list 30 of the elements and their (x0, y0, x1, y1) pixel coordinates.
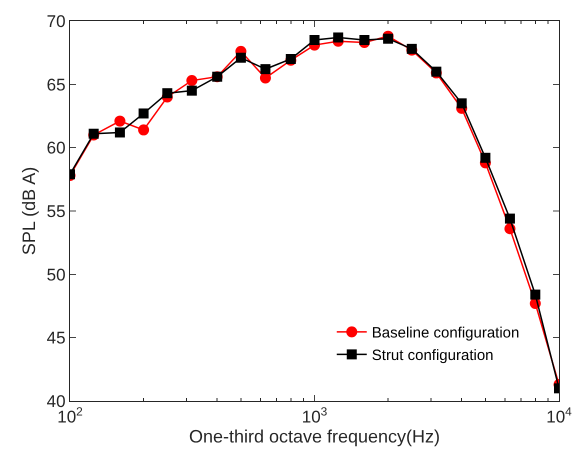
point (260, 72, 271, 84)
point (383, 34, 394, 44)
y-tick-label: 70 (46, 12, 66, 31)
point (114, 116, 126, 127)
point (504, 214, 515, 224)
y-tick-label: 50 (46, 265, 66, 284)
point (114, 127, 125, 138)
point (530, 290, 540, 300)
point (310, 35, 320, 45)
point (456, 98, 467, 108)
legend-label: Baseline configuration (372, 324, 520, 342)
x-tick-label: 10$^{4}$ (546, 404, 572, 426)
y-tick-label: 55 (46, 202, 66, 221)
y-tick-label: 65 (46, 75, 66, 94)
point (260, 64, 270, 74)
point (138, 108, 149, 118)
legend-label: Strut configuration (372, 347, 494, 364)
x-axis-title: One-third octave frequency(Hz) (188, 426, 440, 446)
y-tick-label: 60 (46, 138, 66, 158)
y-tick-label: 45 (46, 328, 66, 348)
point (138, 124, 150, 136)
point (186, 75, 198, 86)
y-axis-title: SPL (dB A) (18, 166, 39, 256)
point (162, 88, 172, 98)
point (186, 86, 197, 96)
point (333, 32, 344, 42)
point (480, 152, 490, 163)
point (236, 52, 246, 63)
point (359, 35, 370, 45)
x-tick-label: 10$^{3}$ (302, 404, 328, 426)
